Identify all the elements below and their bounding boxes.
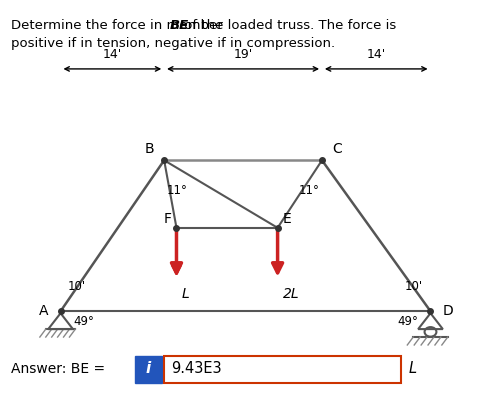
Text: 9.43E3: 9.43E3 (172, 361, 222, 376)
Text: E: E (283, 212, 291, 226)
Text: 2L: 2L (283, 287, 299, 301)
Text: Answer: BE =: Answer: BE = (11, 362, 105, 376)
Text: 11°: 11° (299, 184, 319, 196)
Text: 11°: 11° (167, 184, 187, 196)
Text: 10': 10' (405, 280, 423, 293)
Text: 10': 10' (68, 280, 86, 293)
Text: B: B (145, 142, 154, 156)
Text: of the loaded truss. The force is: of the loaded truss. The force is (180, 19, 396, 32)
FancyBboxPatch shape (164, 356, 401, 383)
Text: 14': 14' (367, 48, 386, 61)
Text: 49°: 49° (73, 315, 94, 328)
Text: A: A (39, 304, 48, 318)
Text: 49°: 49° (397, 315, 418, 328)
FancyBboxPatch shape (134, 356, 162, 383)
Text: 14': 14' (103, 48, 122, 61)
Text: L: L (408, 361, 417, 376)
Text: Determine the force in member: Determine the force in member (11, 19, 227, 32)
Text: F: F (164, 212, 172, 226)
Text: L: L (182, 287, 189, 301)
Text: i: i (145, 361, 150, 376)
Text: C: C (332, 142, 342, 156)
Text: D: D (443, 304, 453, 318)
Text: BE: BE (170, 19, 188, 32)
Text: positive if in tension, negative if in compression.: positive if in tension, negative if in c… (11, 37, 335, 50)
Text: 19': 19' (234, 48, 252, 61)
